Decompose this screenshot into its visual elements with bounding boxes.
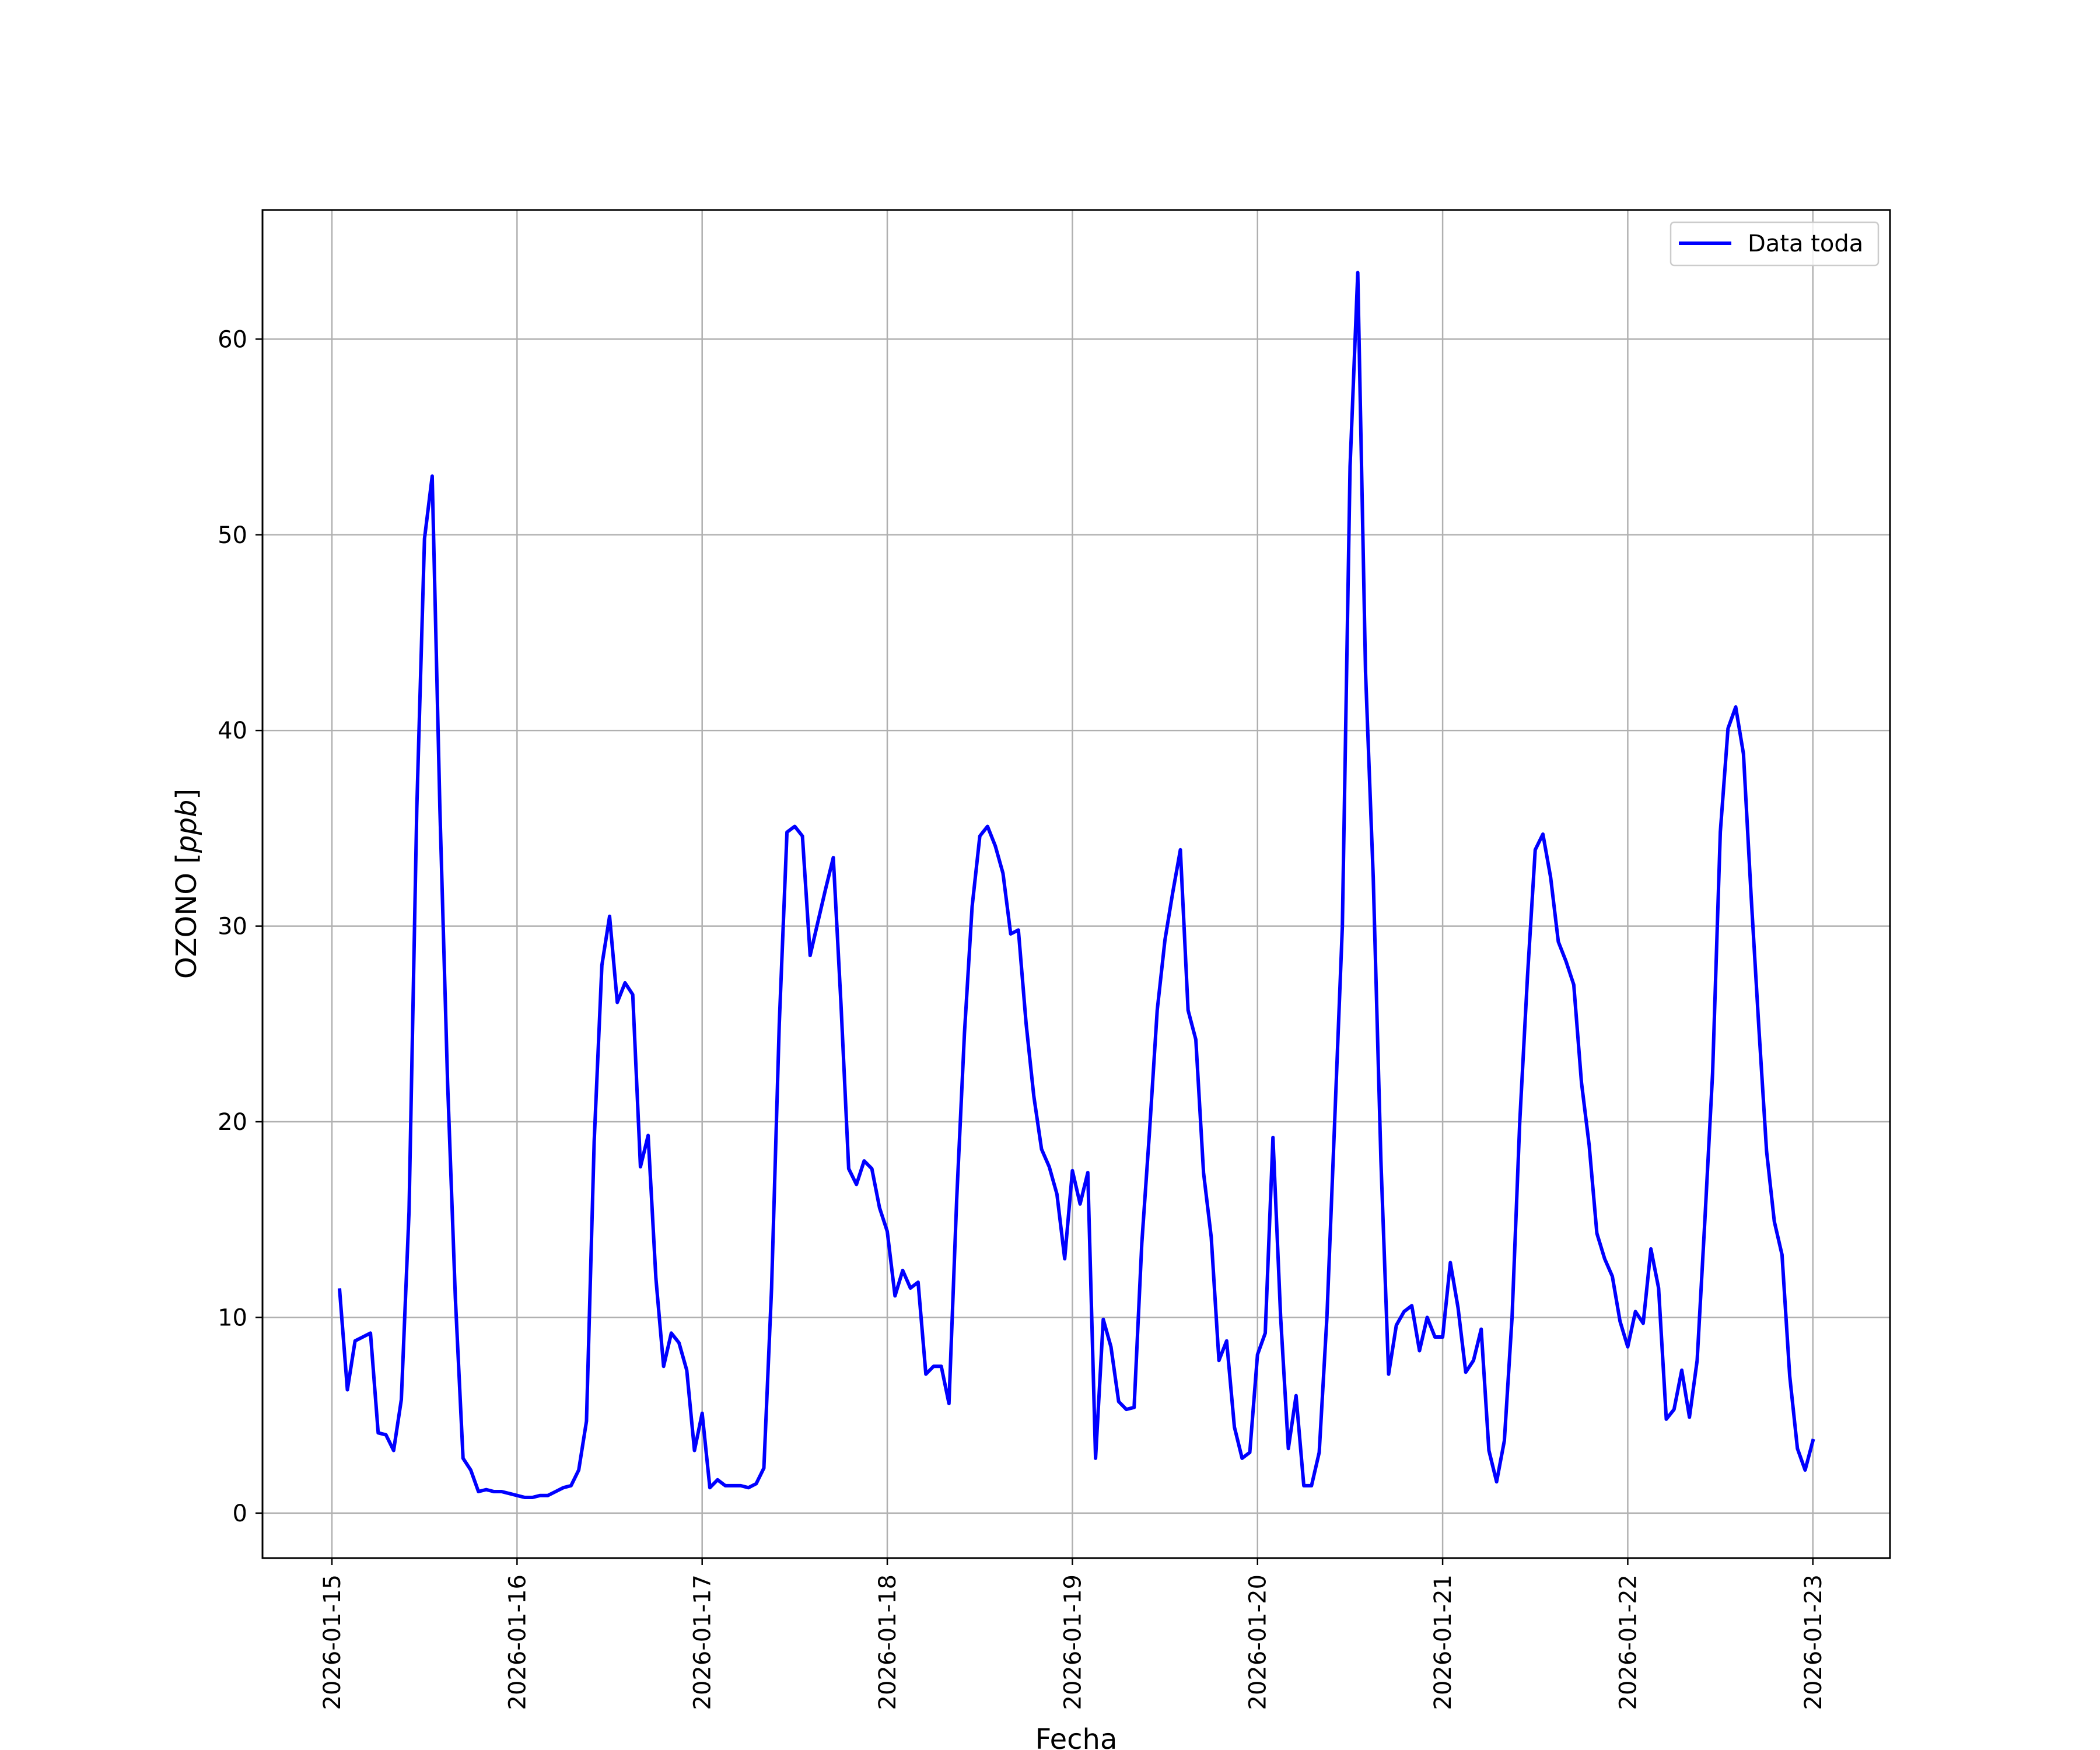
x-tick-label: 2026-01-22 <box>1615 1574 1642 1710</box>
x-tick-label: 2026-01-21 <box>1430 1574 1457 1710</box>
legend: Data toda <box>1670 221 1880 267</box>
y-axis-title-close-bracket: ] <box>170 789 203 800</box>
y-tick-label: 40 <box>218 718 247 744</box>
y-tick-label: 0 <box>233 1500 247 1527</box>
series-line-data-toda <box>337 271 1815 1499</box>
y-tick-label: 50 <box>218 522 247 549</box>
x-tick-label: 2026-01-23 <box>1800 1574 1827 1710</box>
y-tick-label: 10 <box>218 1304 247 1331</box>
x-tick-label: 2026-01-19 <box>1059 1574 1086 1710</box>
y-tick-label: 20 <box>218 1109 247 1136</box>
series-layer <box>337 271 1815 1499</box>
y-axis-title-name: OZONO <box>170 864 203 979</box>
x-tick-label: 2026-01-18 <box>874 1574 901 1710</box>
x-tick-label: 2026-01-17 <box>690 1574 716 1710</box>
legend-box <box>1670 221 1880 267</box>
y-axis-title-unit: ppb <box>170 800 203 853</box>
x-tick-label: 2026-01-15 <box>319 1574 346 1710</box>
legend-entry-label: Data toda <box>1748 230 1863 257</box>
y-tick-label: 30 <box>218 914 247 940</box>
y-axis-title-open-bracket: [ <box>170 853 203 864</box>
axis-ticks: 2026-01-15 2026-01-16 2026-01-17 2026-01-18… <box>218 326 1827 1710</box>
x-tick-label: 2026-01-20 <box>1245 1574 1272 1710</box>
x-axis-title: Fecha <box>1035 1723 1118 1750</box>
plot-frame <box>261 209 1891 1559</box>
y-axis-title: OZONO [ppb] <box>170 789 203 979</box>
x-tick-label: 2026-01-16 <box>504 1574 531 1710</box>
y-tick-label: 60 <box>218 326 247 353</box>
